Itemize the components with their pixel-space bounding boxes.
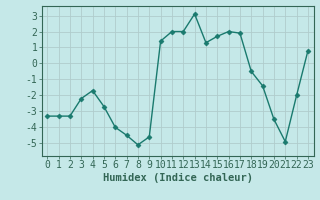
X-axis label: Humidex (Indice chaleur): Humidex (Indice chaleur) (103, 173, 252, 183)
